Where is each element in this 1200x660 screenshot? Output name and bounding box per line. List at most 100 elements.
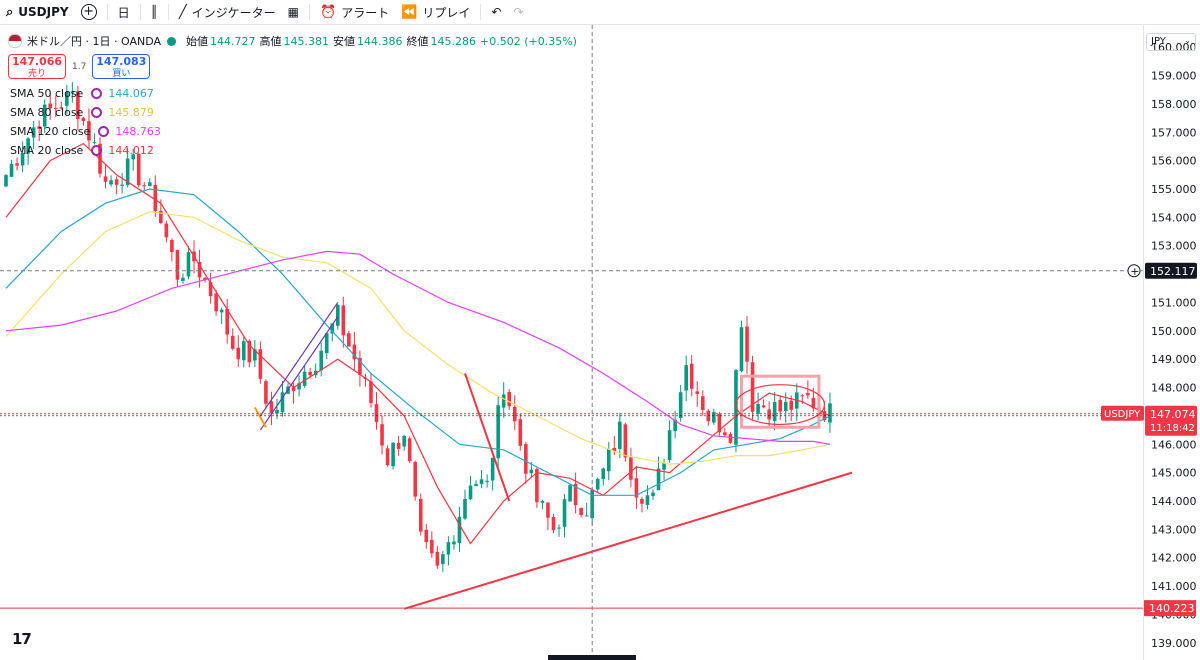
sma-80-row[interactable]: SMA 80 close 145.879 [10, 103, 161, 122]
alert-button[interactable]: ⏰ アラート [314, 0, 395, 24]
sma-20-row[interactable]: SMA 20 close 144.012 [10, 141, 161, 160]
candle-body [778, 399, 782, 412]
toolbar-divider [480, 4, 482, 20]
candle-body [557, 527, 561, 529]
y-tick-label: 139.000 [1151, 637, 1197, 650]
price-chart[interactable]: 139.000140.000141.000142.000143.000144.0… [0, 25, 1200, 660]
candle-body [280, 392, 285, 413]
layout-button[interactable]: ▦ [282, 0, 305, 24]
candle-body [745, 326, 749, 362]
candle-body [689, 363, 694, 389]
candle-body [4, 175, 8, 187]
sell-button[interactable]: 147.066 売り [8, 54, 66, 79]
candles-group [4, 81, 832, 572]
candle-body [761, 405, 766, 408]
high-label: 高値 [259, 35, 282, 48]
y-tick-label: 141.000 [1151, 580, 1197, 593]
candle-body [507, 392, 512, 407]
y-tick-label: 148.000 [1151, 382, 1197, 395]
trade-panel: 147.066 売り 1.7 147.083 買い [8, 54, 151, 79]
candle-body [529, 469, 534, 474]
candle-body [103, 176, 108, 182]
undo-button[interactable]: ↶ [485, 0, 507, 24]
replay-button[interactable]: ⏪ リプレイ [395, 0, 476, 24]
sma-80-value: 145.879 [108, 106, 154, 119]
y-tick-label: 145.000 [1151, 467, 1197, 480]
high-value: 145.381 [283, 34, 330, 48]
candle-body [634, 478, 639, 498]
channel-lower-line [259, 316, 339, 431]
candle-body [479, 479, 484, 485]
candle-body [673, 419, 677, 432]
compare-button[interactable]: + [75, 0, 103, 24]
crosshair-price-label: 152.117 [1150, 265, 1196, 278]
candle-body [31, 127, 36, 138]
candle-body [92, 142, 97, 144]
candle-body [441, 554, 445, 564]
candle-body [430, 539, 434, 554]
y-tick-label: 150.000 [1151, 325, 1197, 338]
channel-upper-line [259, 302, 339, 417]
candle-body [236, 347, 241, 360]
candle-body [402, 435, 406, 447]
candle-body [540, 500, 545, 503]
open-label: 始値 [186, 35, 208, 48]
candle-body [214, 293, 218, 312]
candle-body [623, 424, 628, 458]
symbol-label: USDJPY [18, 5, 69, 19]
interval-button[interactable]: 日 [117, 5, 130, 20]
currency-select[interactable]: JPY ⌄ [1146, 33, 1196, 51]
candle-body [125, 158, 130, 186]
sma-line [5, 250, 831, 445]
sell-price: 147.066 [11, 55, 63, 68]
redo-button[interactable]: ↷ [507, 0, 529, 24]
candle-body [783, 401, 788, 412]
candle-body [308, 371, 312, 376]
candle-body [518, 419, 523, 446]
candle-body [352, 344, 357, 360]
candle-body [9, 163, 14, 177]
sma-120-label: SMA 120 close [10, 125, 91, 138]
symbol-search[interactable]: ⌕ USDJPY [0, 0, 75, 24]
indicators-button[interactable]: ╱ インジケーター [173, 0, 282, 24]
hline-price-label: 140.223 [1149, 602, 1195, 615]
candle-body [136, 153, 141, 186]
candle-body [225, 308, 229, 335]
candle-body [241, 341, 246, 361]
candle-body [159, 210, 163, 223]
candle-body [418, 498, 423, 532]
candle-body [324, 333, 329, 354]
candle-body [474, 483, 478, 487]
trend-line-drawing [464, 373, 511, 502]
buy-price: 147.083 [96, 55, 147, 68]
add-alert-icon [1127, 264, 1141, 278]
search-icon: ⌕ [6, 4, 14, 20]
time-scrollbar[interactable] [548, 655, 636, 660]
y-tick-label: 142.000 [1151, 552, 1197, 565]
crosshair-price-tag [1145, 262, 1197, 279]
candle-body [645, 495, 650, 505]
toolbar-divider [139, 4, 141, 20]
sma-120-row[interactable]: SMA 120 close 148.763 [10, 122, 161, 141]
y-tick-label: 146.000 [1151, 438, 1197, 451]
candle-body [584, 515, 589, 517]
candle-body [53, 107, 58, 110]
rewind-icon: ⏪ [401, 4, 418, 20]
candle-body [490, 457, 495, 481]
sma-120-value: 148.763 [115, 125, 161, 138]
candle-body [678, 392, 683, 418]
sync-icon [91, 88, 103, 99]
indicators-label: インジケーター [191, 5, 276, 20]
candle-body [26, 138, 30, 154]
buy-button[interactable]: 147.083 買い [92, 54, 151, 79]
candle-body [76, 91, 80, 119]
candle-body [723, 432, 727, 436]
y-tick-label: 154.000 [1151, 211, 1197, 224]
y-tick-label: 157.000 [1151, 126, 1197, 139]
symbol-tag-label: USDJPY [1104, 409, 1141, 420]
sma-50-row[interactable]: SMA 50 close 144.067 [10, 84, 161, 103]
candle-body [618, 421, 622, 449]
legend-title: 米ドル／円 · 1日 · OANDA [27, 35, 161, 48]
chart-type-button[interactable]: ║ [145, 0, 164, 24]
candle-body [153, 184, 158, 212]
